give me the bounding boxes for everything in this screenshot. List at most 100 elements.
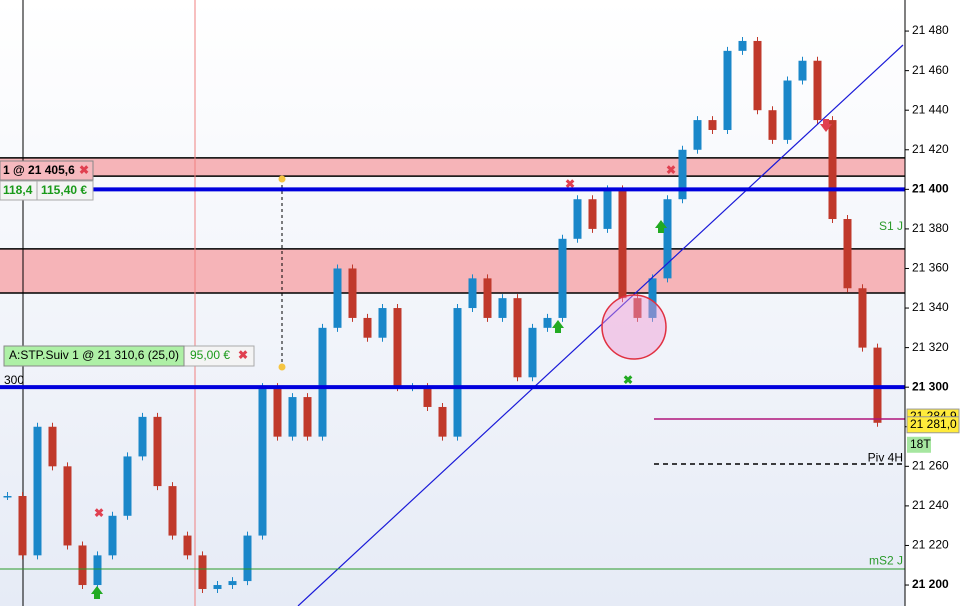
y-tick-label: 21 220 [912,538,949,552]
y-tick-label: 21 320 [912,340,949,354]
y-tick-label: 21 460 [912,63,949,77]
y-tick-label: 21 440 [912,102,949,116]
candle [363,317,372,338]
y-tick-label: 21 200 [912,577,949,591]
candle [843,219,852,289]
candle [573,199,582,239]
trendline [297,44,904,606]
candle [423,387,432,407]
candle [648,278,657,318]
candle [603,189,612,229]
candle [453,308,462,437]
candle [483,278,492,318]
target-pnl-box [0,180,94,201]
stop-short: 300 [4,373,24,387]
exit-marker: ✖ [565,177,575,191]
target-box[interactable] [0,160,94,181]
candle [753,40,762,111]
y-tick-label: 21 360 [912,261,949,275]
candle [93,555,102,586]
candle [18,495,27,556]
level-label: Piv 4H [868,451,903,465]
candle [678,149,687,200]
candle [858,288,867,348]
candle [378,308,387,338]
y-tick-label: 21 300 [912,379,949,393]
zone [0,248,905,294]
exit-marker: ✖ [666,163,676,177]
candle [393,308,402,388]
candle [108,515,117,556]
candle [693,120,702,150]
candle [168,486,177,536]
candle [318,327,327,437]
candle [243,535,252,582]
candle [798,60,807,81]
y-tick-label: 21 260 [912,458,949,472]
price-tag [906,416,960,434]
candle [528,327,537,378]
y-tick-label: 21 380 [912,221,949,235]
candle [258,387,267,536]
candle [768,110,777,140]
candle [183,535,192,556]
highlight-circle [601,294,667,360]
candle [513,298,522,378]
candle [618,189,627,299]
candle [633,298,642,318]
volume-tag-label: 18T [910,437,931,451]
candle [543,317,552,328]
y-tick-label: 21 240 [912,498,949,512]
candle [273,387,282,437]
candle [123,456,132,516]
zone [0,157,905,177]
candle [78,545,87,586]
candle [828,120,837,220]
candle [3,495,12,498]
candle [198,555,207,589]
y-tick-label: 21 400 [912,182,949,196]
level-label: S1 J [879,219,903,233]
stop-close[interactable]: ✖ [238,348,248,362]
signal-markers: ✖ ✖ ✖ ✖ [94,163,676,520]
candle [588,199,597,229]
price-tag-label: 21 281,0 [910,417,957,431]
entry-marker: ✖ [623,373,633,387]
candle [228,581,237,586]
candle [498,298,507,318]
stop-eur: 95,00 € [190,348,230,362]
axis-background [905,0,960,606]
candle [138,416,147,457]
y-tick-label: 21 420 [912,142,949,156]
target-label: 1 @ 21 405,6 [3,163,75,177]
stop-label-box [3,345,185,367]
candle [558,238,567,318]
candle [438,406,447,437]
exit-marker: ✖ [94,506,104,520]
target-close[interactable]: ✖ [79,163,89,177]
candle [783,80,792,140]
candle [333,268,342,328]
candle [348,268,357,318]
candle [303,397,312,437]
volume-tag [907,436,931,453]
target-eur: 115,40 € [41,183,87,197]
stop-label: A:STP.Suiv 1 @ 21 310,6 (25,0) [9,348,179,362]
y-tick-label: 21 480 [912,23,949,37]
plot-background [0,0,905,606]
candle [468,278,477,309]
candle [288,397,297,437]
candle [213,585,222,589]
y-tick-label: 21 340 [912,300,949,314]
sell-arrow [820,119,832,132]
candle [63,466,72,546]
target-points: 118,4 [3,183,33,197]
candle [48,426,57,467]
candle [723,50,732,130]
order-dot [278,175,286,183]
candle [663,199,672,279]
candle [153,416,162,487]
level-label: mS2 J [869,553,903,567]
candle [708,120,717,130]
